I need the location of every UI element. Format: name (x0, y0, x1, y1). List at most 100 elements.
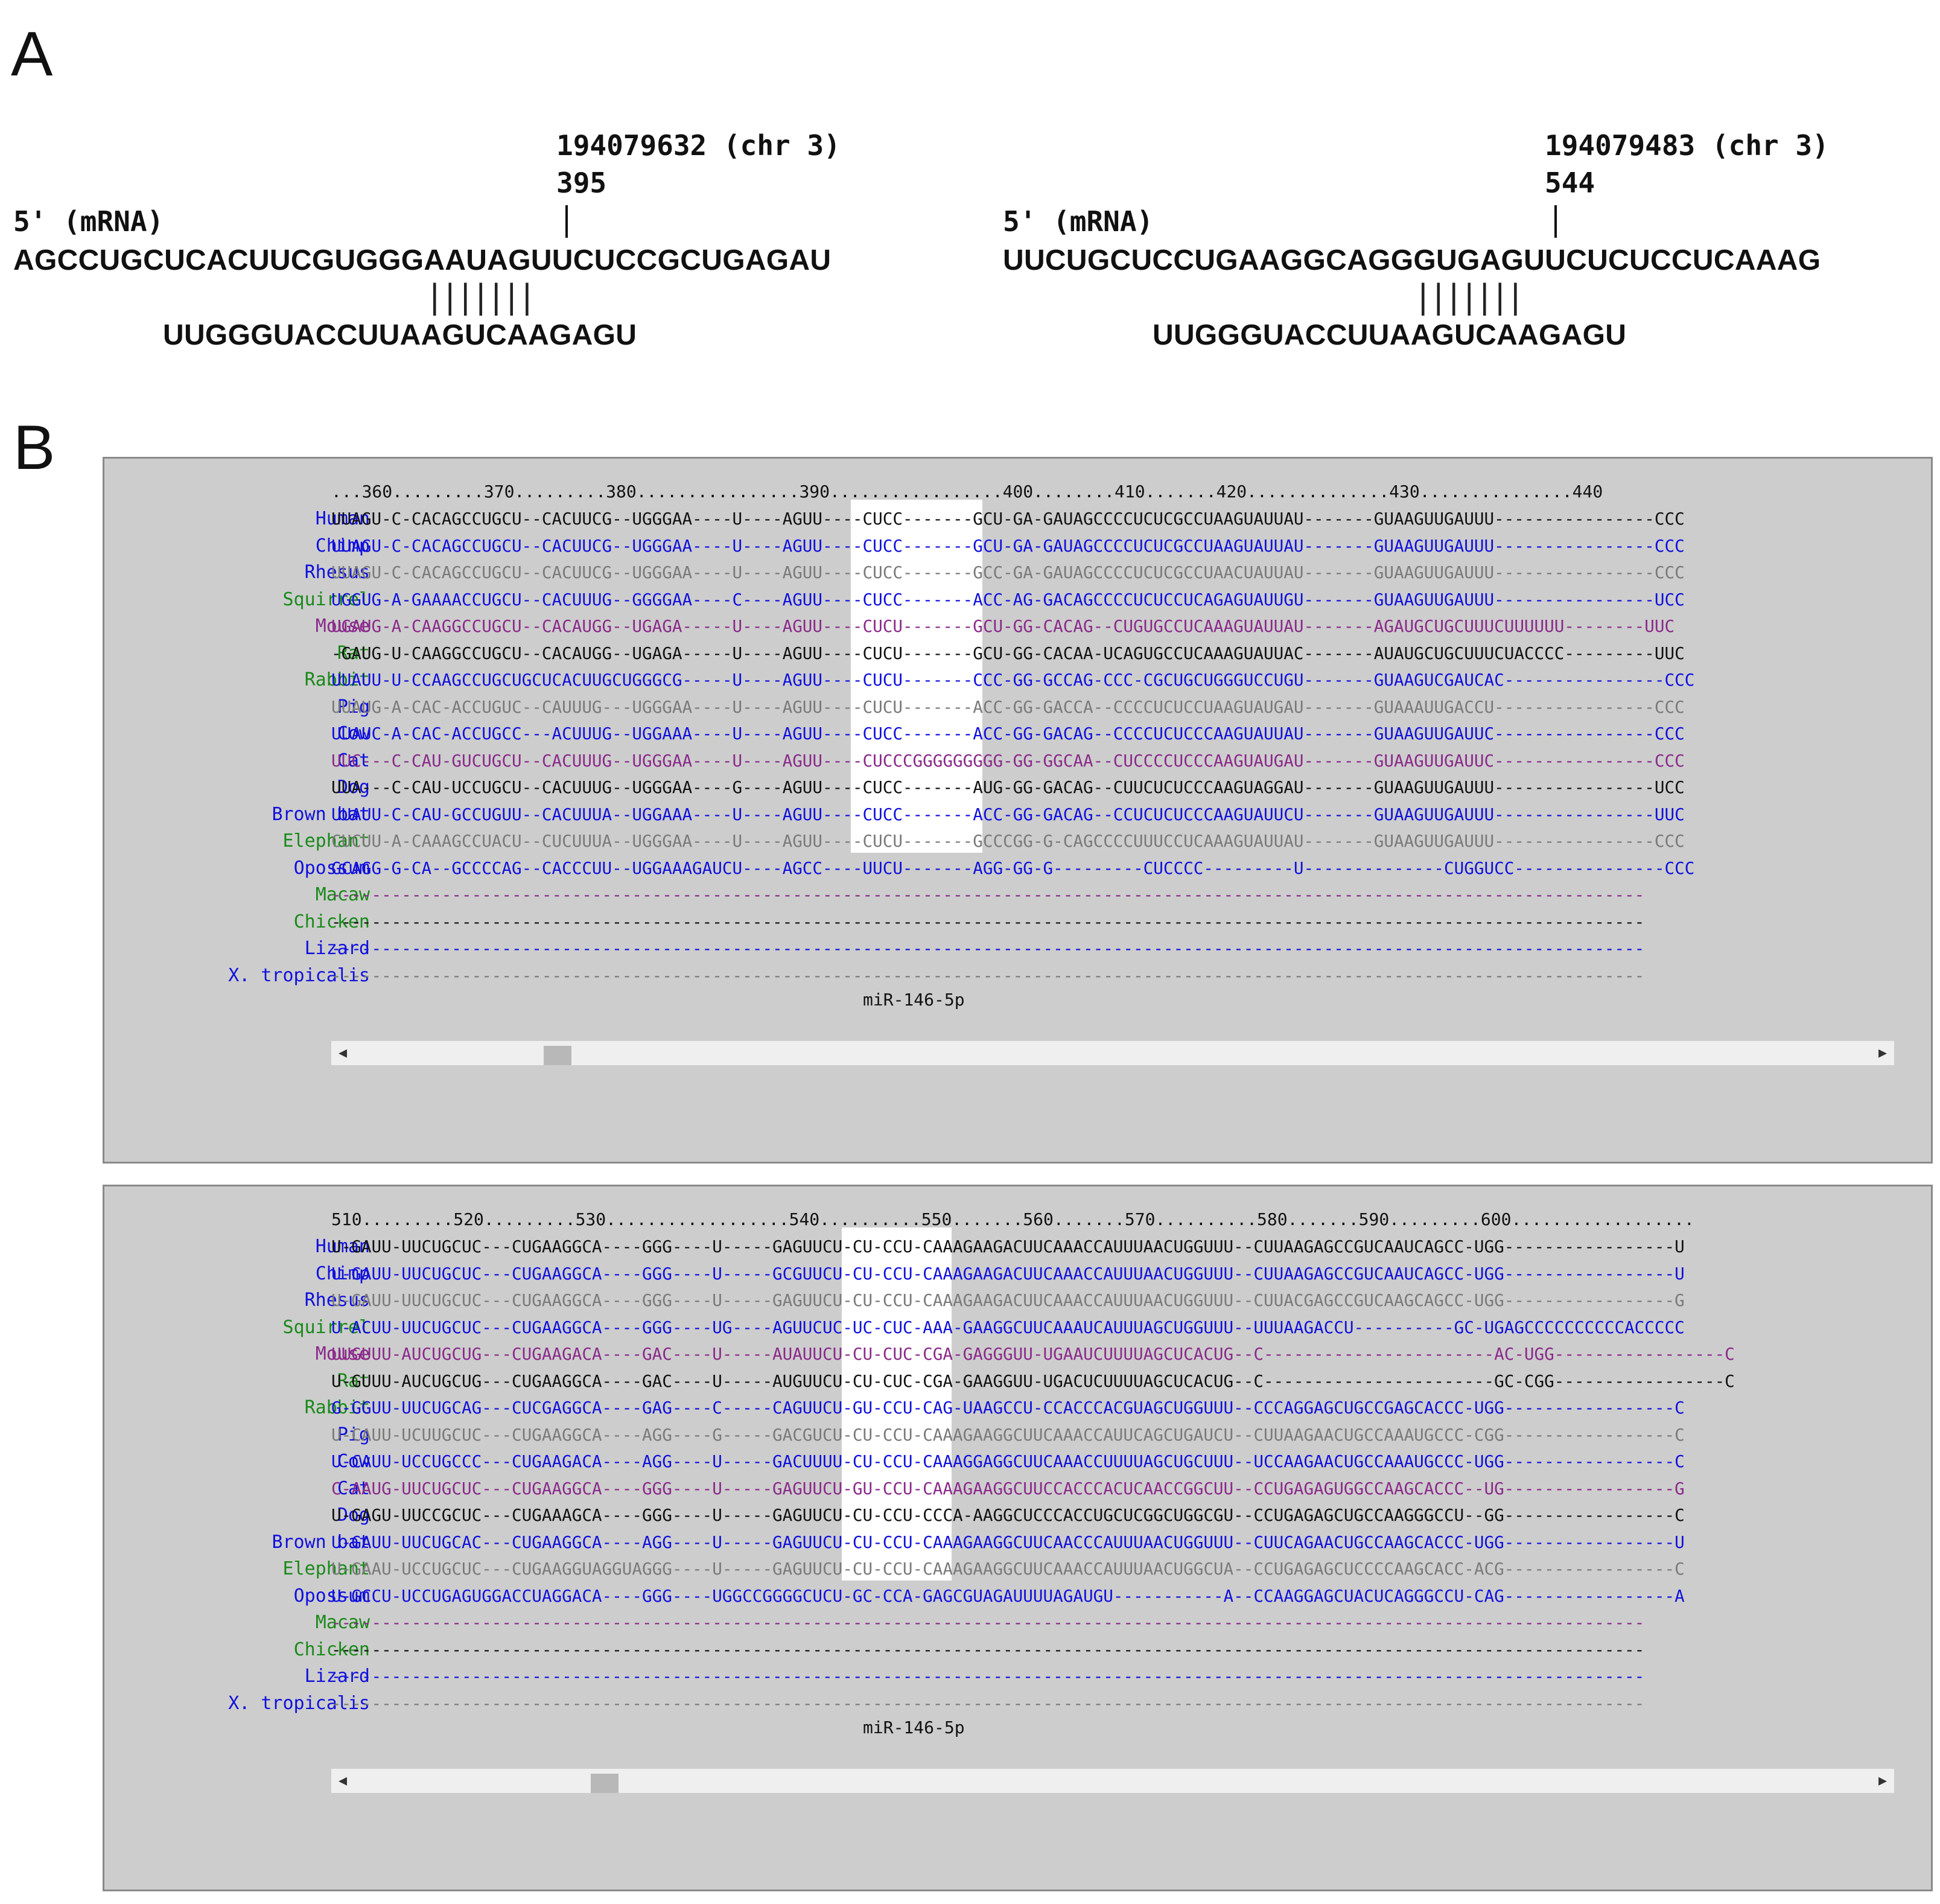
sequence-row: C-AAUG-UUCUGCUC---CUGAAGGCA----GGG----U-… (331, 1479, 1685, 1498)
panel-b-letter: B (13, 413, 56, 483)
sequence-row: ----------------------------------------… (331, 1693, 1645, 1713)
site-1-mrna-label: 5' (mRNA) (13, 205, 164, 238)
species-label: Chimp (315, 535, 370, 556)
species-label: Squirrel (282, 1317, 371, 1338)
site-2-mirna-seq: UUGGGUACCUUAAGUCAAGAGU (1153, 319, 1627, 351)
species-label: X. tropicalis (228, 1693, 370, 1714)
scroll-left-icon[interactable]: ◂ (339, 1770, 348, 1790)
mirna-site-label: miR-146-5p (863, 1718, 965, 1737)
mir-site-highlight (842, 1227, 952, 1581)
position-ruler: ...360.........370.........380..........… (331, 482, 1603, 501)
sequence-row: ----------------------------------------… (331, 966, 1645, 985)
sequence-rows: UUAGU-C-CACAGCCUGCU--CACUUCG--UGGGAA----… (331, 508, 1894, 1051)
horizontal-scrollbar[interactable]: ◂ ▸ (331, 1769, 1894, 1793)
species-label: Chimp (315, 1263, 370, 1284)
species-label: Cow (337, 1451, 370, 1472)
scroll-right-icon[interactable]: ▸ (1878, 1042, 1887, 1062)
species-label: Dog (337, 777, 370, 798)
sequence-row: UUAUU-U-CCAAGCCUGCUGCUCACUUGCUGGGCG-----… (331, 670, 1695, 690)
sequence-row: UGAUG-A-CAAGGCCUGCU--CACAUGG--UGAGA-----… (331, 616, 1675, 636)
sequence-row: U-CAUU-UCUUGCUC---CUGAAGGCA----AGG----G-… (331, 1425, 1685, 1445)
sequence-row: UUAUU-C-CAU-GCCUGUU--CACUUUA--UGGAAA----… (331, 804, 1685, 824)
species-label: Opossum (293, 1585, 370, 1606)
site-1-position-tick (565, 205, 568, 238)
site-1-pair-bars: ||||||| (425, 278, 537, 316)
species-label: Cat (337, 750, 370, 771)
site-1-genome-pos: 194079632 (chr 3) (556, 129, 841, 162)
species-label: Elephant (282, 1558, 371, 1579)
species-label: Human (315, 1236, 370, 1257)
species-label: Macaw (315, 1612, 370, 1633)
sequence-row: -GAUG-U-CAAGGCCUGCU--CACAUGG--UGAGA-----… (331, 643, 1685, 663)
sequence-row: U-GAUU-UUCUGCUC---CUGAAGGCA----GGG----U-… (331, 1237, 1685, 1256)
species-label: Rat (337, 1371, 370, 1392)
sequence-row: UUAGU-C-CACAGCCUGCU--CACUUCG--UGGGAA----… (331, 509, 1685, 529)
sequence-row: U-GAUU-UUCUGCUC---CUGAAGGCA----GGG----U-… (331, 1290, 1685, 1310)
scrollbar-thumb[interactable] (591, 1774, 619, 1793)
sequence-row: ----------------------------------------… (331, 1666, 1645, 1686)
panel-a-letter: A (11, 19, 53, 89)
species-label: Human (315, 508, 370, 529)
sequence-row: U-ACUU-UUCUGCUC---CUGAAGGCA----GGG----UG… (331, 1317, 1685, 1337)
species-label: Chicken (293, 1639, 370, 1660)
sequence-row: CUCUU-A-CAAAGCCUACU--CUCUUUA--UGGGAA----… (331, 831, 1685, 851)
sequence-row: UUGUUU-AUCUGCUG---CUGAAGACA----GAC----U-… (331, 1344, 1735, 1364)
alignment-box-2: 510.........520.........530.............… (103, 1185, 1933, 1891)
site-2-position-tick (1554, 205, 1557, 238)
species-label: Cat (337, 1478, 370, 1499)
species-label: Pig (337, 696, 370, 718)
species-label: Brown bat (272, 804, 370, 825)
sequence-row: ----------------------------------------… (331, 1613, 1645, 1632)
sequence-row: U-GAGU-UUCCGCUC---CUGAAAGCA----GGG----U-… (331, 1505, 1685, 1525)
species-labels: Human Chimp Rhesus Squirrel Mouse Rat Rabbit Pi… (104, 1236, 371, 1794)
species-label: Elephant (282, 830, 371, 852)
site-1-mrna-seq: AGCCUGCUCACUUCGUGGGAAUAGUUCUCCGCUGAGAU (13, 244, 832, 276)
sequence-row: UUAUG-A-CAC-ACCUGUC--CAUUUG---UGGGAA----… (331, 697, 1685, 717)
site-2-mrna-pos: 544 (1545, 167, 1595, 199)
site-2-genome-pos: 194079483 (chr 3) (1545, 129, 1829, 162)
species-label: Macaw (315, 884, 370, 905)
sequence-row: U-GCCU-UCCUGAGUGGACCUAGGACA----GGG----UG… (331, 1586, 1685, 1606)
species-label: X. tropicalis (228, 965, 370, 986)
alignment-box-1: ...360.........370.........380..........… (103, 457, 1933, 1164)
species-label: Mouse (315, 1343, 370, 1364)
species-label: Lizard (304, 1666, 370, 1687)
position-ruler: 510.........520.........530.............… (331, 1209, 1694, 1229)
species-label: Mouse (315, 616, 370, 637)
horizontal-scrollbar[interactable]: ◂ ▸ (331, 1041, 1894, 1065)
species-label: Pig (337, 1424, 370, 1445)
species-label: Chicken (293, 911, 370, 932)
species-label: Rabbit (304, 1397, 370, 1418)
species-label: Opossum (293, 858, 370, 879)
species-label: Lizard (304, 938, 370, 959)
sequence-rows: U-GAUU-UUCUGCUC---CUGAAGGCA----GGG----U-… (331, 1236, 1894, 1779)
sequence-row: UUA---C-CAU-UCCUGCU--CACUUUG--UGGGAA----… (331, 777, 1685, 797)
scrollbar-thumb[interactable] (544, 1046, 571, 1065)
sequence-row: UUC---C-CAU-GUCUGCU--CACUUUG--UGGGAA----… (331, 751, 1685, 771)
sequence-row: UGGUG-A-GAAAACCUGCU--CACUUUG--GGGGAA----… (331, 590, 1685, 610)
scroll-right-icon[interactable]: ▸ (1878, 1770, 1887, 1790)
species-label: Rhesus (304, 562, 370, 583)
species-label: Squirrel (282, 589, 371, 610)
site-2-mrna-seq: UUCUGCUCCUGAAGGCAGGGUGAGUUCUCUCCUCAAAG (1003, 244, 1821, 276)
scroll-left-icon[interactable]: ◂ (339, 1042, 348, 1062)
sequence-row: UUAGU-C-CACAGCCUGCU--CACUUCG--UGGGAA----… (331, 562, 1685, 582)
sequence-row: U-GAUU-UUCUGCAC---CUGAAGGCA----AGG----U-… (331, 1532, 1685, 1552)
sequence-row: ----------------------------------------… (331, 938, 1645, 958)
sequence-row: U-CAUU-UCCUGCCC---CUGAAGACA----AGG----U-… (331, 1451, 1685, 1471)
sequence-row: U-GAAU-UCCUGCUC---CUGAAGGUAGGUAGGG----U-… (331, 1559, 1685, 1579)
sequence-row: UUAUC-A-CAC-ACCUGCC---ACUUUG--UGGAAA----… (331, 724, 1685, 743)
sequence-row: ----------------------------------------… (331, 885, 1645, 905)
sequence-row: UUAGU-C-CACAGCCUGCU--CACUUCG--UGGGAA----… (331, 536, 1685, 556)
sequence-row: U-GAUU-UUCUGCUC---CUGAAGGCA----GGG----U-… (331, 1264, 1685, 1284)
species-labels: Human Chimp Rhesus Squirrel Mouse Rat Rabbit Pi… (104, 508, 371, 1066)
site-1-mirna-seq: UUGGGUACCUUAAGUCAAGAGU (163, 319, 637, 351)
site-1-mrna-pos: 395 (556, 167, 607, 199)
sequence-row: ----------------------------------------… (331, 912, 1645, 932)
sequence-row: U-GUUU-AUCUGCUG---CUGAAGGCA----GAC----U-… (331, 1371, 1735, 1391)
sequence-row: G-GGUU-UUCUGCAG---CUCGAGGCA----GAG----C-… (331, 1398, 1685, 1418)
species-label: Dog (337, 1504, 370, 1526)
species-label: Rat (337, 643, 370, 664)
sequence-row: ----------------------------------------… (331, 1640, 1645, 1660)
mirna-site-label: miR-146-5p (863, 990, 965, 1010)
